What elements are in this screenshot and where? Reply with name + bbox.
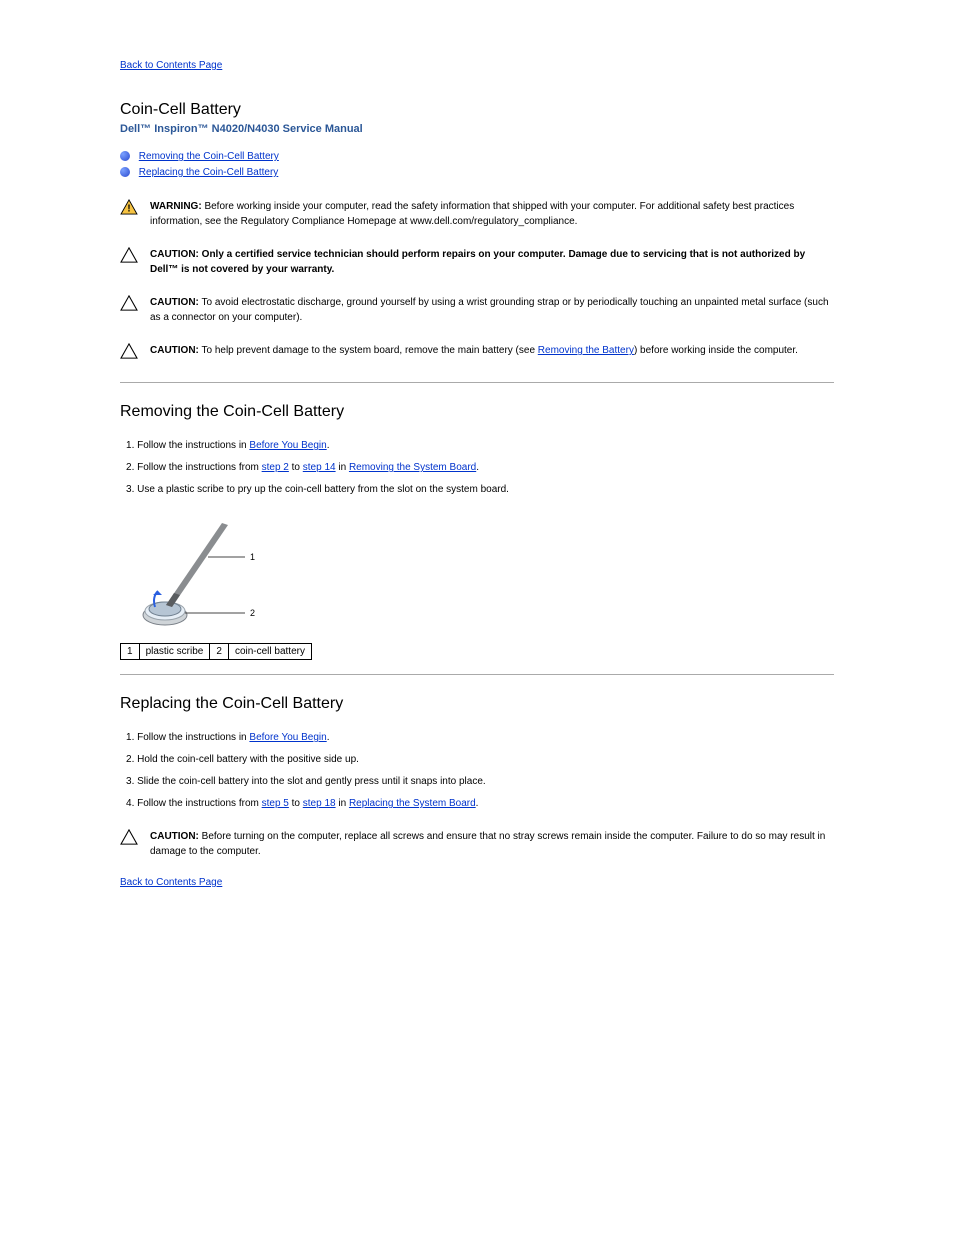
callout-num-1: 1 xyxy=(121,644,140,660)
callout-num-2: 2 xyxy=(210,644,229,660)
warning-label: WARNING: xyxy=(150,201,202,212)
removing-sysboard-link[interactable]: Removing the System Board xyxy=(349,462,476,473)
doc-title: Dell™ Inspiron™ N4020/N4030 Service Manu… xyxy=(120,123,834,135)
replacing-step-3: Slide the coin-cell battery into the slo… xyxy=(126,771,834,793)
back-to-contents-top[interactable]: Back to Contents Page xyxy=(120,60,222,71)
warning-icon: ! xyxy=(120,199,150,220)
caution3-link[interactable]: Removing the Battery xyxy=(538,345,634,356)
caution2-text: To avoid electrostatic discharge, ground… xyxy=(150,297,829,323)
divider xyxy=(120,382,834,383)
caution-icon xyxy=(120,295,150,316)
page-heading: Coin-Cell Battery xyxy=(120,101,834,119)
table-row: 1 plastic scribe 2 coin-cell battery xyxy=(121,644,312,660)
warning-text: Before working inside your computer, rea… xyxy=(150,201,794,227)
removing-step-3: Use a plastic scribe to pry up the coin-… xyxy=(126,479,834,501)
bullet-icon xyxy=(120,151,130,161)
caution-icon xyxy=(120,829,150,850)
caution3-before: To help prevent damage to the system boa… xyxy=(199,345,538,356)
replacing-steps: Follow the instructions in Before You Be… xyxy=(120,727,834,815)
before-you-begin-link-2[interactable]: Before You Begin xyxy=(249,732,326,743)
removing-step-2: Follow the instructions from step 2 to s… xyxy=(126,457,834,479)
caution3-label: CAUTION: xyxy=(150,345,199,356)
removing-step-1: Follow the instructions in Before You Be… xyxy=(126,435,834,457)
toc-list: Removing the Coin-Cell Battery Replacing… xyxy=(120,149,834,181)
caution-replace-text: Before turning on the computer, replace … xyxy=(150,831,825,857)
bullet-icon xyxy=(120,167,130,177)
toc-item-removing[interactable]: Removing the Coin-Cell Battery xyxy=(120,149,834,165)
removing-steps: Follow the instructions in Before You Be… xyxy=(120,435,834,501)
caution3-after: ) before working inside the computer. xyxy=(634,345,798,356)
callout-table: 1 plastic scribe 2 coin-cell battery xyxy=(120,643,312,660)
removing-heading: Removing the Coin-Cell Battery xyxy=(120,403,834,421)
svg-text:2: 2 xyxy=(250,608,255,618)
step5-link[interactable]: step 5 xyxy=(262,798,289,809)
caution-notice-1: CAUTION: Only a certified service techni… xyxy=(120,247,834,277)
caution-icon xyxy=(120,247,150,268)
caution-notice-2: CAUTION: To avoid electrostatic discharg… xyxy=(120,295,834,325)
svg-text:1: 1 xyxy=(250,552,255,562)
step18-link[interactable]: step 18 xyxy=(303,798,336,809)
replacing-sysboard-link[interactable]: Replacing the System Board xyxy=(349,798,476,809)
warning-notice: ! WARNING: Before working inside your co… xyxy=(120,199,834,229)
before-you-begin-link[interactable]: Before You Begin xyxy=(249,440,326,451)
step14-link[interactable]: step 14 xyxy=(303,462,336,473)
scribe-figure: 1 2 xyxy=(120,515,300,635)
caution-replace-label: CAUTION: xyxy=(150,831,199,842)
caution2-label: CAUTION: xyxy=(150,297,199,308)
step2-link[interactable]: step 2 xyxy=(262,462,289,473)
toc-link-removing[interactable]: Removing the Coin-Cell Battery xyxy=(139,151,279,162)
replacing-step-2: Hold the coin-cell battery with the posi… xyxy=(126,749,834,771)
caution1-text: Only a certified service technician shou… xyxy=(150,249,805,275)
caution-notice-3: CAUTION: To help prevent damage to the s… xyxy=(120,343,834,364)
callout-label-1: plastic scribe xyxy=(139,644,210,660)
divider xyxy=(120,674,834,675)
nav-top-link[interactable]: Back to Contents Page xyxy=(120,60,834,71)
caution1-label: CAUTION: xyxy=(150,249,199,260)
toc-item-replacing[interactable]: Replacing the Coin-Cell Battery xyxy=(120,165,834,181)
callout-label-2: coin-cell battery xyxy=(228,644,311,660)
caution-replace-notice: CAUTION: Before turning on the computer,… xyxy=(120,829,834,859)
back-to-contents-bottom[interactable]: Back to Contents Page xyxy=(120,877,222,888)
replacing-heading: Replacing the Coin-Cell Battery xyxy=(120,695,834,713)
svg-text:!: ! xyxy=(127,203,130,214)
caution-icon xyxy=(120,343,150,364)
nav-bottom-link[interactable]: Back to Contents Page xyxy=(120,877,834,888)
replacing-step-1: Follow the instructions in Before You Be… xyxy=(126,727,834,749)
toc-link-replacing[interactable]: Replacing the Coin-Cell Battery xyxy=(139,167,279,178)
replacing-step-4: Follow the instructions from step 5 to s… xyxy=(126,793,834,815)
